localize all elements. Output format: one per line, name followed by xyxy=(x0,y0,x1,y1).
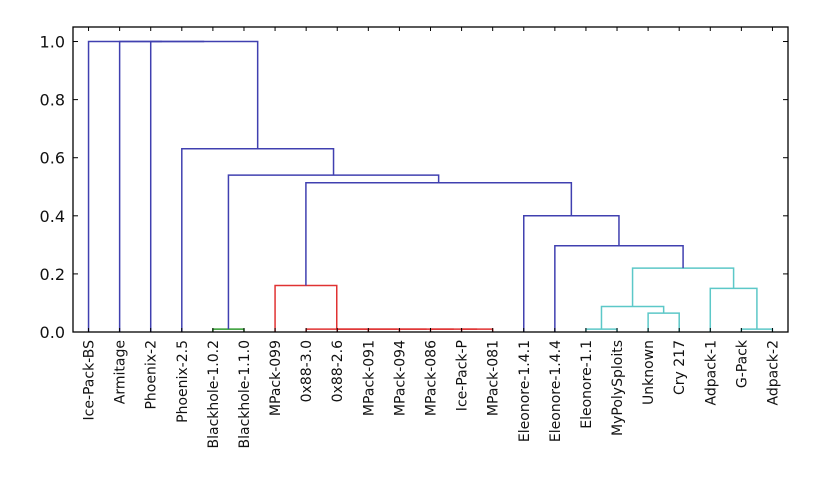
leaf-label: Adpack-1 xyxy=(703,340,719,405)
leaf-label: Eleonore-1.4.4 xyxy=(548,340,564,442)
leaf-label: MPack-081 xyxy=(486,340,502,416)
dendrogram-link xyxy=(709,287,758,332)
leaf-label: Eleonore-1.1 xyxy=(579,340,595,429)
leaf-label: MPack-094 xyxy=(392,340,408,416)
dendrogram-link xyxy=(631,267,735,307)
leaf-label: Blackhole-1.1.0 xyxy=(237,340,253,449)
dendrogram-link xyxy=(227,174,440,330)
leaf-label: 0x88-2.6 xyxy=(330,340,346,402)
leaf-label: Phoenix-2.5 xyxy=(175,340,191,423)
y-axis: 0.0 0.2 0.4 0.6 0.8 1.0 xyxy=(40,33,788,342)
dendrogram-link xyxy=(523,215,620,332)
leaf-label: Adpack-2 xyxy=(765,340,781,405)
dendrogram-link xyxy=(600,305,665,330)
leaf-label: Armitage xyxy=(113,340,129,404)
leaf-label: Blackhole-1.0.2 xyxy=(206,340,222,449)
dendrogram-link xyxy=(149,40,259,332)
x-axis: Ice-Pack-BS Armitage Phoenix-2 Phoenix-2.5 B… xyxy=(82,27,781,449)
y-tick-label: 0.6 xyxy=(40,149,65,168)
leaf-label: Phoenix-2 xyxy=(144,340,160,410)
dendrogram-links xyxy=(87,40,774,332)
plot-frame xyxy=(72,26,789,333)
y-tick-label: 0.0 xyxy=(40,323,65,342)
dendrogram-link xyxy=(87,40,162,332)
y-tick-label: 0.2 xyxy=(40,265,65,284)
leaf-label: Ice-Pack-BS xyxy=(82,340,98,421)
dendrogram-link xyxy=(118,40,205,332)
leaf-label: Cry 217 xyxy=(672,340,688,395)
y-tick-label: 0.4 xyxy=(40,207,65,226)
dendrogram-link xyxy=(305,181,573,286)
leaf-label: MyPolySploits xyxy=(610,340,626,436)
leaf-label: MPack-091 xyxy=(361,340,377,416)
dendrogram-link xyxy=(181,147,335,332)
dendrogram-link xyxy=(274,284,338,332)
leaf-label: MPack-086 xyxy=(424,340,440,416)
leaf-label: MPack-099 xyxy=(268,340,284,416)
leaf-label: Eleonore-1.4.1 xyxy=(517,340,533,442)
y-tick-label: 1.0 xyxy=(40,33,65,52)
leaf-label: G-Pack xyxy=(734,339,750,388)
y-tick-label: 0.8 xyxy=(40,91,65,110)
leaf-label: Ice-Pack-P xyxy=(455,340,471,411)
leaf-label: 0x88-3.0 xyxy=(299,340,315,402)
dendrogram-link xyxy=(647,312,680,332)
dendrogram-link xyxy=(554,244,684,332)
leaf-label: Unknown xyxy=(641,340,657,405)
